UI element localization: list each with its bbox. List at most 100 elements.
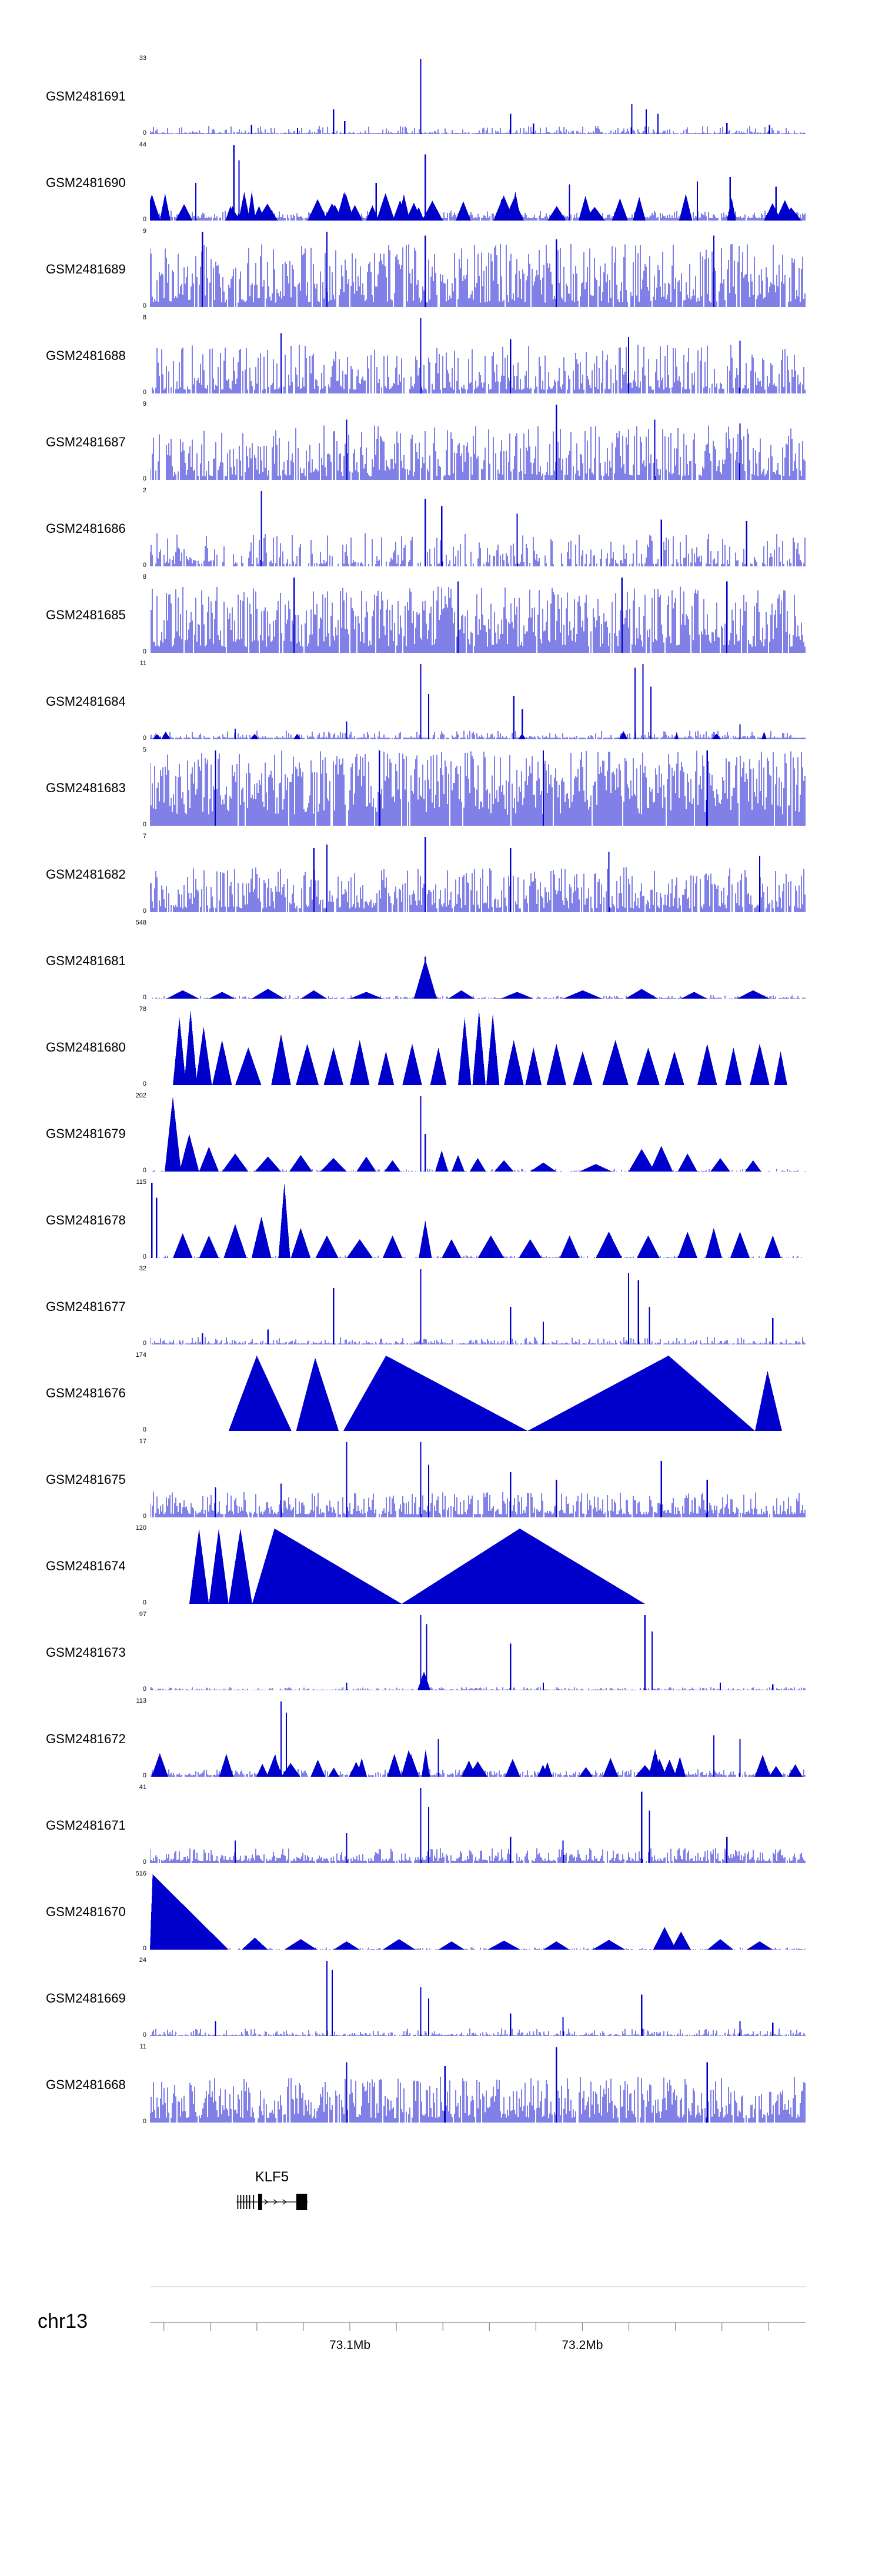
y-axis-max-label: 97 bbox=[139, 1611, 146, 1618]
y-axis-min-label: 0 bbox=[142, 1167, 146, 1174]
signal-plot bbox=[150, 2047, 806, 2123]
track-plot: 17 0 bbox=[139, 1438, 806, 1520]
y-axis-max-label: 44 bbox=[139, 141, 146, 148]
y-axis-min-label: 0 bbox=[142, 475, 146, 482]
track-row: GSM2481671 41 0 bbox=[0, 1784, 882, 1874]
track-label: GSM2481682 bbox=[46, 867, 126, 882]
track-label: GSM2481676 bbox=[46, 1386, 126, 1400]
track-row: GSM2481681 548 0 bbox=[0, 919, 882, 1010]
signal-plot bbox=[150, 1874, 806, 1950]
y-axis-max-label: 11 bbox=[139, 660, 146, 667]
track-label: GSM2481686 bbox=[46, 521, 126, 536]
track-row: GSM2481689 9 0 bbox=[0, 228, 882, 318]
track-row: GSM2481679 202 0 bbox=[0, 1092, 882, 1183]
track-row: GSM2481691 33 0 bbox=[0, 55, 882, 145]
track-plot: 97 0 bbox=[139, 1611, 806, 1693]
y-axis-min-label: 0 bbox=[142, 1686, 146, 1693]
signal-plot bbox=[150, 1961, 806, 2036]
track-label: GSM2481681 bbox=[46, 953, 126, 968]
track-row: GSM2481668 11 0 bbox=[0, 2043, 882, 2134]
signal-plot bbox=[152, 318, 806, 393]
track-row: GSM2481682 7 0 bbox=[0, 833, 882, 923]
y-axis-min-label: 0 bbox=[142, 994, 146, 1001]
y-axis-max-label: 548 bbox=[135, 919, 146, 926]
track-label: GSM2481688 bbox=[46, 348, 126, 363]
signal-plot bbox=[150, 145, 806, 221]
track-label: GSM2481673 bbox=[46, 1645, 126, 1660]
track-plot: 41 0 bbox=[139, 1784, 806, 1866]
track-label: GSM2481677 bbox=[46, 1299, 126, 1314]
track-row: GSM2481674 120 0 bbox=[0, 1524, 882, 1615]
signal-plot bbox=[173, 1010, 787, 1085]
y-axis-min-label: 0 bbox=[142, 129, 146, 136]
track-row: GSM2481676 174 0 bbox=[0, 1352, 882, 1442]
y-axis-min-label: 0 bbox=[142, 302, 146, 309]
track-row: GSM2481678 115 0 bbox=[0, 1179, 882, 1269]
y-axis-max-label: 120 bbox=[135, 1524, 146, 1531]
track-plot: 115 0 bbox=[136, 1179, 806, 1260]
track-row: GSM2481673 97 0 bbox=[0, 1611, 882, 1701]
y-axis-min-label: 0 bbox=[142, 1858, 146, 1866]
y-axis-max-label: 8 bbox=[142, 573, 146, 580]
signal-plot bbox=[150, 1788, 806, 1863]
track-label: GSM2481670 bbox=[46, 1904, 126, 1919]
y-axis-max-label: 78 bbox=[139, 1006, 146, 1013]
track-label: GSM2481674 bbox=[46, 1559, 126, 1573]
chromosome-label: chr13 bbox=[38, 2310, 88, 2333]
track-plot: 44 0 bbox=[139, 141, 806, 223]
track-label: GSM2481684 bbox=[46, 694, 126, 709]
track-row: GSM2481685 8 0 bbox=[0, 573, 882, 664]
track-label: GSM2481672 bbox=[46, 1731, 126, 1746]
y-axis-min-label: 0 bbox=[142, 1599, 146, 1606]
y-axis-min-label: 0 bbox=[142, 2031, 146, 2038]
track-plot: 11 0 bbox=[140, 660, 806, 742]
signal-plot bbox=[150, 232, 806, 307]
svg-text:73.2Mb: 73.2Mb bbox=[562, 2338, 603, 2352]
y-axis-min-label: 0 bbox=[142, 1340, 146, 1347]
y-axis-max-label: 113 bbox=[136, 1697, 146, 1704]
track-label: GSM2481671 bbox=[46, 1818, 126, 1833]
track-label: GSM2481679 bbox=[46, 1126, 126, 1141]
y-axis-max-label: 115 bbox=[136, 1179, 146, 1186]
track-plot: 32 0 bbox=[139, 1265, 806, 1347]
track-label: GSM2481669 bbox=[46, 1991, 126, 2006]
y-axis-max-label: 9 bbox=[142, 401, 146, 408]
svg-text:73.1Mb: 73.1Mb bbox=[329, 2338, 370, 2352]
track-label: GSM2481691 bbox=[46, 89, 126, 104]
y-axis-max-label: 9 bbox=[142, 228, 146, 235]
track-row: GSM2481686 2 0 bbox=[0, 487, 882, 578]
track-label: GSM2481690 bbox=[46, 175, 126, 190]
y-axis-max-label: 202 bbox=[135, 1092, 146, 1099]
y-axis-min-label: 0 bbox=[142, 1772, 146, 1779]
track-plot: 113 0 bbox=[136, 1697, 806, 1779]
y-axis-max-label: 24 bbox=[139, 1957, 146, 1964]
track-label: GSM2481680 bbox=[46, 1040, 126, 1055]
signal-plot bbox=[151, 578, 806, 653]
track-plot: 202 0 bbox=[136, 1092, 806, 1174]
track-label: GSM2481683 bbox=[46, 780, 126, 795]
y-axis-min-label: 0 bbox=[142, 821, 146, 828]
y-axis-min-label: 0 bbox=[142, 1945, 146, 1952]
y-axis-max-label: 7 bbox=[142, 833, 146, 840]
track-label: GSM2481685 bbox=[46, 608, 126, 622]
signal-plot bbox=[150, 59, 806, 134]
y-axis-min-label: 0 bbox=[142, 1513, 146, 1520]
y-axis-max-label: 516 bbox=[135, 1870, 146, 1877]
y-axis-min-label: 0 bbox=[142, 1080, 146, 1087]
track-plot: 24 0 bbox=[139, 1957, 806, 2038]
track-plot: 33 0 bbox=[139, 55, 806, 136]
track-plot: 548 0 bbox=[136, 919, 806, 1001]
signal-plot bbox=[151, 1701, 806, 1777]
track-plot: 120 0 bbox=[136, 1524, 806, 1606]
track-row: GSM2481675 17 0 bbox=[0, 1438, 882, 1529]
y-axis-max-label: 33 bbox=[139, 55, 146, 62]
y-axis-min-label: 0 bbox=[142, 907, 146, 915]
y-axis-min-label: 0 bbox=[142, 389, 146, 396]
track-row: GSM2481669 24 0 bbox=[0, 1957, 882, 2047]
signal-plot bbox=[152, 1096, 806, 1172]
signal-plot bbox=[150, 1615, 806, 1690]
track-plot: 174 0 bbox=[136, 1352, 806, 1433]
